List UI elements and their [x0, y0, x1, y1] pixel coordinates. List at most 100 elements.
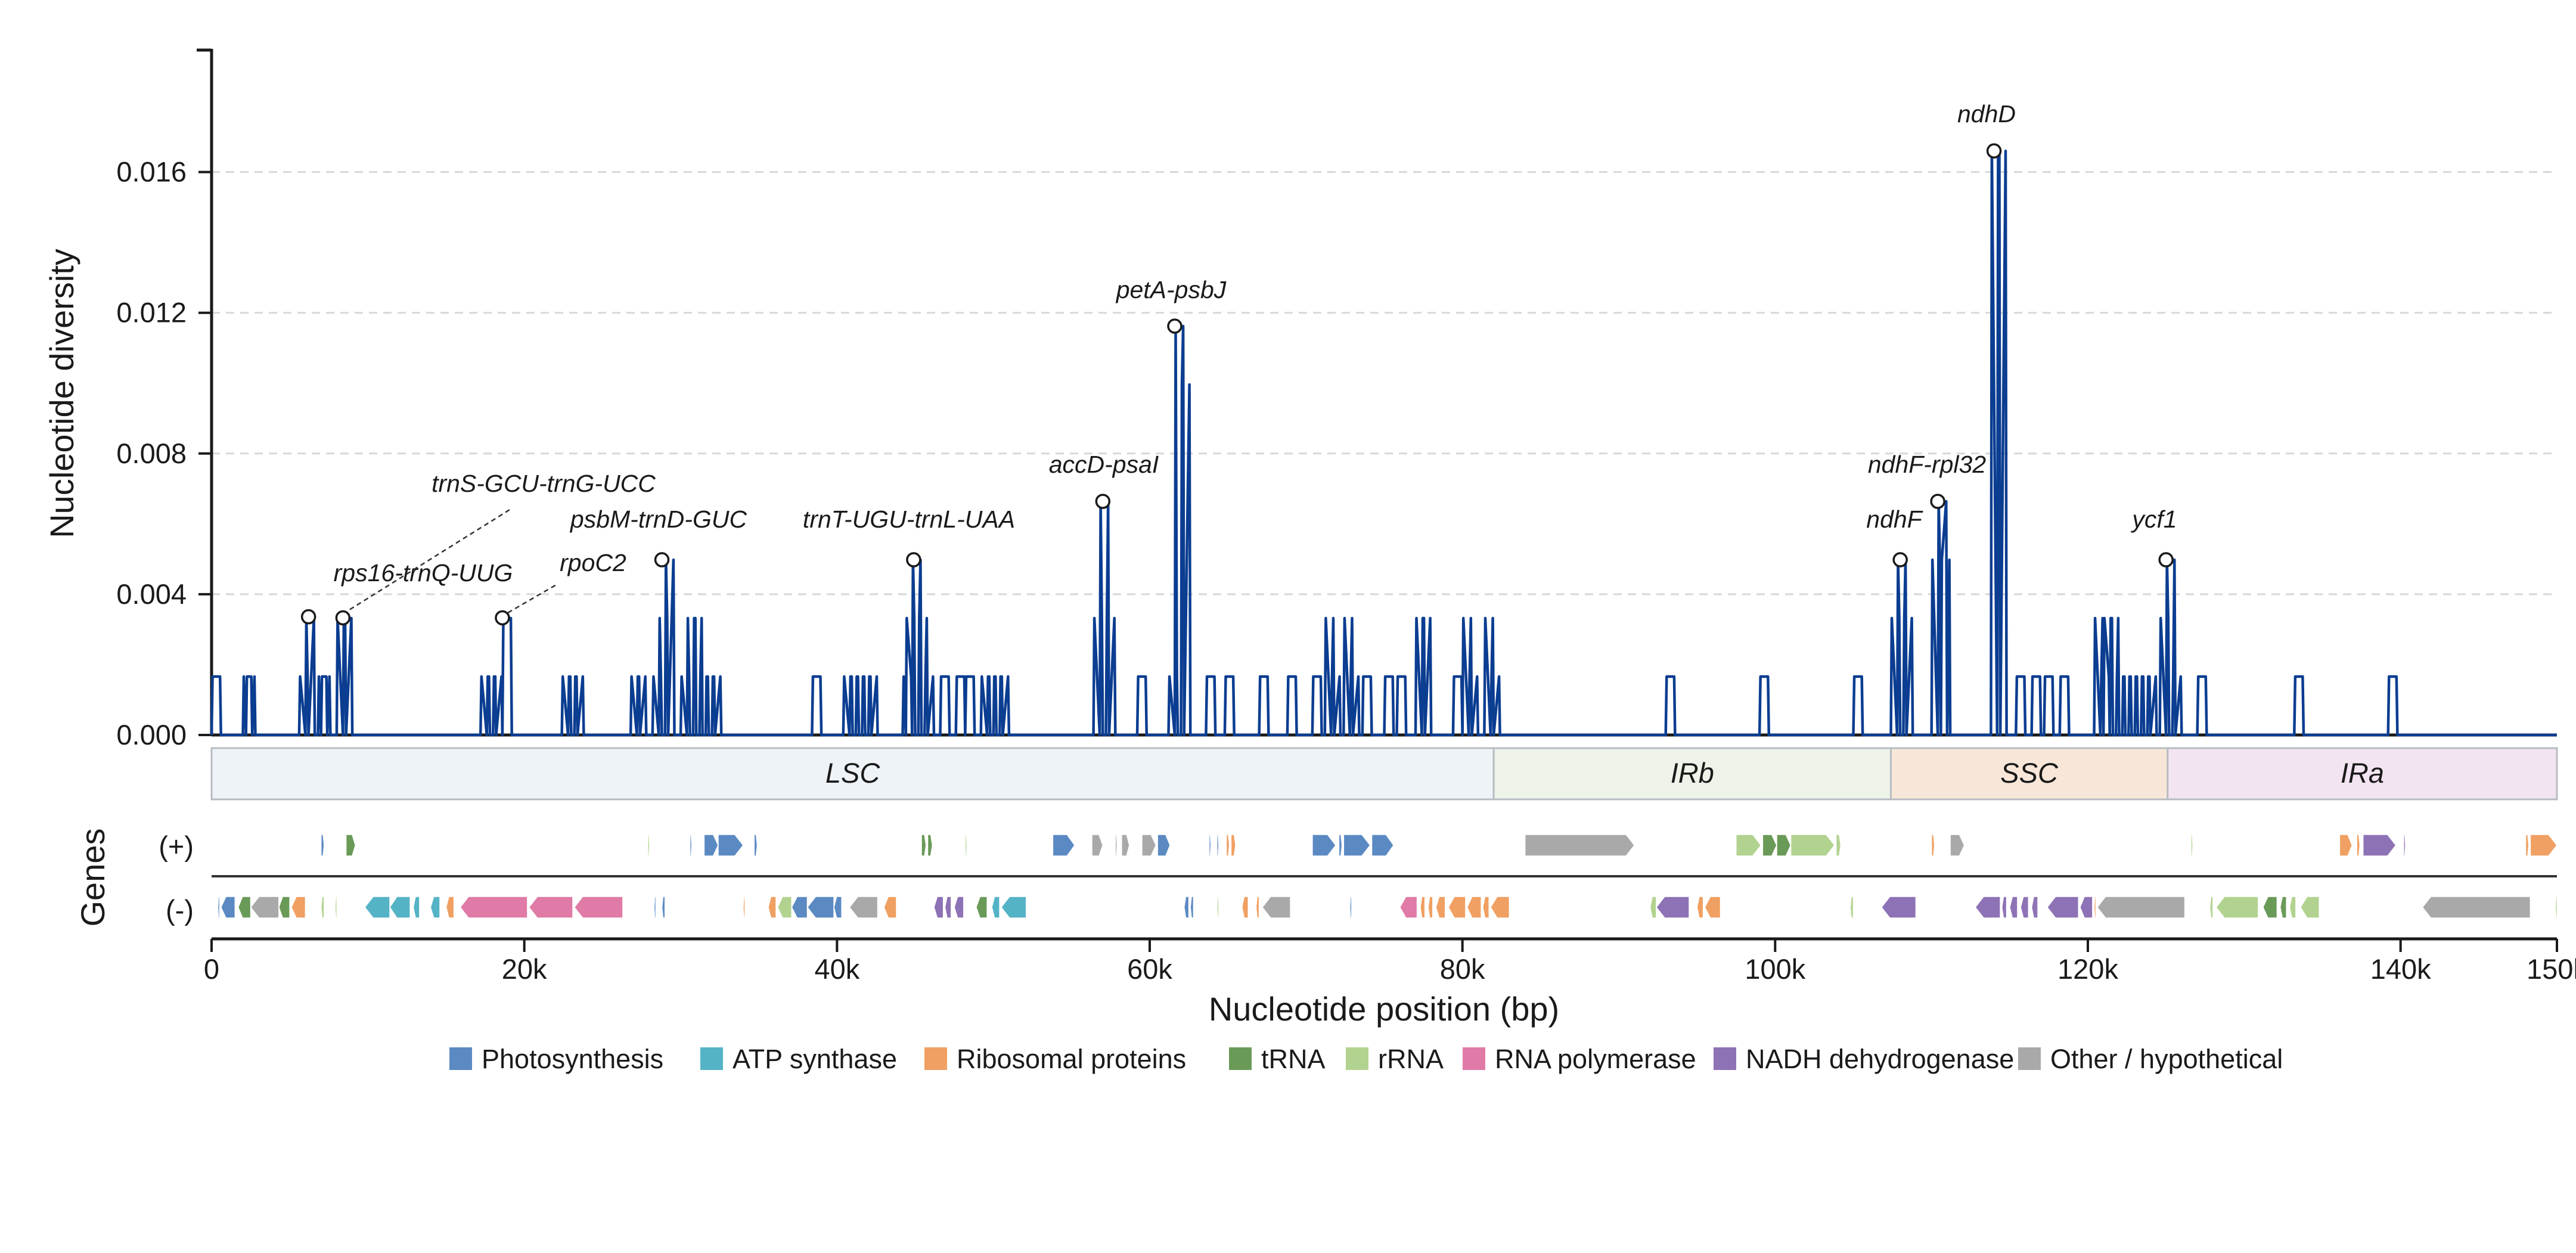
legend-swatch	[1714, 1047, 1736, 1070]
gene-arrow	[1420, 896, 1426, 919]
gene-arrow	[2262, 896, 2278, 919]
legend: Photosynthesis ATP synthase Ribosomal prot…	[449, 1044, 2283, 1074]
gene-arrow	[768, 896, 777, 919]
peak-annotations: rps16-trnQ-UUGtrnS-GCU-trnG-UCCrpoC2psbM…	[300, 100, 2177, 626]
peak-label: psbM-trnD-GUC	[569, 505, 747, 533]
gene-arrow	[1242, 896, 1249, 919]
legend-label: RNA polymerase	[1495, 1044, 1696, 1074]
gene-arrow	[1190, 896, 1194, 919]
gene-arrow	[2555, 896, 2558, 919]
gene-arrow	[1225, 834, 1230, 857]
gene-arrow	[883, 896, 897, 919]
gene-arrow	[1399, 896, 1418, 919]
gene-arrow	[2403, 834, 2406, 857]
gene-arrow	[445, 896, 455, 919]
peak-label: trnT-UGU-trnL-UAA	[803, 505, 1015, 533]
gene-arrow	[1931, 834, 1935, 857]
strand-label-minus: (-)	[166, 894, 194, 926]
gene-arrow	[1849, 896, 1854, 919]
peak-label: rpoC2	[560, 549, 626, 576]
gene-arrow	[1312, 834, 1337, 857]
gene-arrow	[1115, 834, 1118, 857]
y-tick-label: 0.004	[116, 578, 187, 610]
gene-arrow	[1230, 834, 1237, 857]
gene-arrow	[2339, 834, 2353, 857]
gene-arrow	[1696, 896, 1704, 919]
legend-label: Ribosomal proteins	[957, 1044, 1186, 1074]
gene-arrow	[944, 896, 952, 919]
gene-arrow	[412, 896, 420, 919]
gene-arrow	[753, 834, 758, 857]
gene-arrow	[703, 834, 719, 857]
peak-label: ndhF-rpl32	[1868, 451, 1986, 478]
x-tick-label: 40k	[814, 953, 859, 985]
peak-marker	[300, 609, 316, 625]
legend-label: Other / hypothetical	[2050, 1044, 2283, 1074]
gene-arrow	[460, 896, 528, 919]
gene-arrow	[954, 896, 964, 919]
gene-arrow	[1338, 834, 1343, 857]
region-label: LSC	[825, 757, 880, 789]
legend-swatch	[924, 1047, 947, 1070]
x-tick-label: 20k	[502, 953, 547, 985]
gene-arrow	[1656, 896, 1690, 919]
peak-marker	[335, 610, 351, 626]
gene-arrow	[976, 896, 988, 919]
gene-arrow	[334, 896, 337, 919]
gene-arrow	[250, 896, 280, 919]
peak-leader-line	[342, 507, 513, 615]
y-tick-label: 0.008	[116, 438, 187, 469]
legend-label: NADH dehydrogenase	[1746, 1044, 2014, 1074]
strand-label-plus: (+)	[159, 830, 194, 862]
peak-marker	[1892, 552, 1908, 567]
gene-arrow	[528, 896, 573, 919]
gene-arrow	[1371, 834, 1395, 857]
legend-swatch	[700, 1047, 723, 1070]
peak-marker	[1986, 143, 2002, 159]
gene-arrow	[1052, 834, 1076, 857]
gene-arrow	[573, 896, 623, 919]
gene-arrow	[1427, 896, 1433, 919]
legend-label: ATP synthase	[733, 1044, 897, 1074]
y-tick-label: 0.012	[116, 297, 187, 328]
legend-swatch	[449, 1047, 472, 1070]
gene-arrow	[2362, 834, 2397, 857]
gene-arrow	[1736, 834, 1762, 857]
gene-arrow	[806, 896, 834, 919]
gene-arrow	[345, 834, 356, 857]
gene-arrow	[220, 896, 236, 919]
gene-arrow	[1704, 896, 1721, 919]
peak-label: ycf1	[2130, 505, 2177, 533]
gene-arrow	[2093, 896, 2097, 919]
legend-label: tRNA	[1261, 1044, 1326, 1074]
gene-arrow	[1975, 896, 2001, 919]
gene-arrow	[777, 896, 793, 919]
gene-arrow	[1776, 834, 1792, 857]
peak-marker	[2158, 552, 2174, 567]
gene-arrow	[661, 896, 666, 919]
x-tick-label: 0	[204, 953, 219, 985]
gene-arrow	[2046, 896, 2080, 919]
peak-label: accD-psaI	[1049, 451, 1159, 478]
grid-lines	[212, 171, 2557, 596]
gene-arrow	[1490, 896, 1510, 919]
gene-arrow	[2031, 896, 2038, 919]
gene-arrow	[2289, 896, 2296, 919]
x-tick-label: 120k	[2057, 953, 2118, 985]
gene-arrow	[2525, 834, 2530, 857]
gene-arrow	[1762, 834, 1777, 857]
gene-arrow	[1482, 896, 1490, 919]
legend-swatch	[1463, 1047, 1485, 1070]
gene-arrow	[2356, 834, 2361, 857]
gene-arrow	[1649, 896, 1657, 919]
legend-label: rRNA	[1378, 1044, 1444, 1074]
gene-arrow	[933, 896, 944, 919]
gene-arrow	[921, 834, 927, 857]
gene-arrow	[1343, 834, 1371, 857]
gene-arrow	[1435, 896, 1446, 919]
gene-arrow	[849, 896, 879, 919]
region-label: IRa	[2341, 757, 2384, 789]
legend-label: Photosynthesis	[482, 1044, 663, 1074]
y-tick-label: 0.000	[116, 719, 187, 750]
